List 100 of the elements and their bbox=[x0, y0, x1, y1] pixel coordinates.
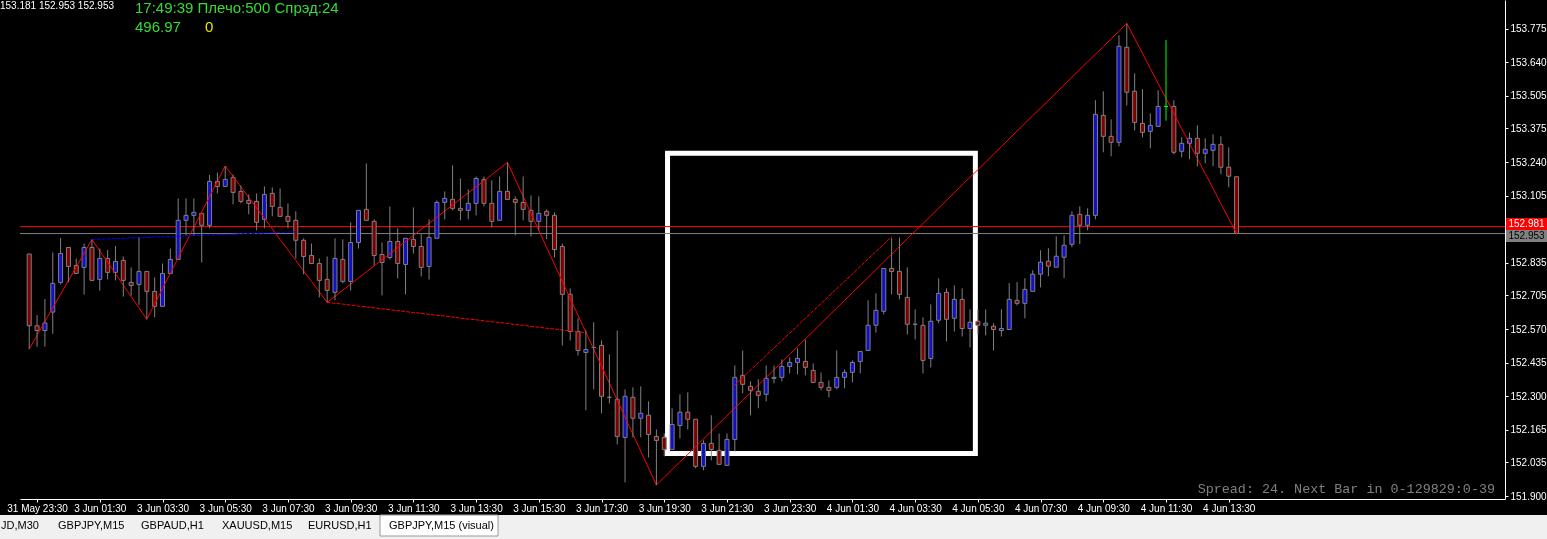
candlestick bbox=[26, 253, 32, 350]
text: JD,M30 bbox=[1, 519, 39, 531]
candlestick bbox=[771, 364, 777, 384]
candlestick bbox=[779, 358, 785, 382]
annotation: 17:49:39 Плечо:500 Спрэд:24 bbox=[135, 0, 339, 16]
candlestick bbox=[340, 238, 346, 284]
y-tick-label: 153.105 bbox=[1510, 190, 1547, 202]
x-tick-label: 3 Jun 09:30 bbox=[325, 502, 378, 514]
candlestick bbox=[403, 237, 409, 295]
candlestick bbox=[301, 237, 307, 275]
candlestick bbox=[614, 330, 620, 445]
candlestick bbox=[42, 298, 48, 348]
candlestick bbox=[724, 432, 730, 466]
y-tick-label: 152.570 bbox=[1510, 323, 1547, 335]
x-tick-label: 4 Jun 07:30 bbox=[1014, 502, 1068, 514]
text: EURUSD,H1 bbox=[308, 519, 372, 531]
candlestick bbox=[1014, 281, 1020, 306]
candlestick bbox=[991, 322, 997, 351]
candlestick bbox=[818, 371, 824, 391]
candlestick bbox=[112, 245, 118, 281]
y-tick-label: 152.035 bbox=[1510, 456, 1547, 468]
candlestick bbox=[332, 237, 338, 301]
candlestick bbox=[1085, 207, 1091, 231]
candlestick bbox=[559, 243, 565, 346]
candlestick bbox=[677, 393, 683, 439]
x-tick-label: 3 Jun 21:30 bbox=[701, 502, 755, 514]
candlestick bbox=[1218, 135, 1224, 175]
candlestick bbox=[1226, 146, 1232, 188]
candlestick bbox=[316, 257, 322, 298]
candlestick bbox=[951, 284, 957, 332]
x-tick-label: 3 Jun 07:30 bbox=[262, 502, 316, 514]
x-tick-label: 31 May 23:30 bbox=[7, 502, 69, 514]
x-tick-label: 3 Jun 01:30 bbox=[74, 502, 127, 514]
candlestick bbox=[536, 195, 542, 231]
candlestick bbox=[755, 378, 761, 409]
x-tick-label: 4 Jun 01:30 bbox=[826, 502, 880, 514]
candlestick bbox=[1038, 249, 1044, 288]
x-tick-label: 3 Jun 13:30 bbox=[450, 502, 504, 514]
candlestick bbox=[457, 177, 463, 221]
candlestick bbox=[810, 362, 816, 383]
ref-line-label: 152.953 bbox=[1508, 230, 1546, 242]
candlestick bbox=[222, 165, 228, 187]
candlestick bbox=[120, 255, 126, 298]
candlestick bbox=[622, 388, 628, 483]
candlestick bbox=[504, 162, 510, 200]
candlestick bbox=[379, 242, 385, 296]
candlestick bbox=[646, 400, 652, 458]
x-tick-label: 4 Jun 09:30 bbox=[1077, 502, 1131, 514]
candlestick bbox=[58, 237, 64, 285]
candlestick bbox=[1155, 89, 1161, 127]
x-tick-label: 3 Jun 17:30 bbox=[575, 502, 629, 514]
candlestick bbox=[363, 163, 369, 221]
candlestick bbox=[873, 292, 879, 333]
candlestick bbox=[904, 266, 910, 335]
candlestick bbox=[1108, 118, 1114, 157]
candlestick bbox=[230, 173, 236, 205]
candlestick bbox=[763, 364, 769, 402]
candlestick bbox=[928, 303, 934, 368]
candlestick bbox=[881, 267, 887, 315]
candlestick bbox=[661, 432, 667, 457]
candlestick bbox=[1022, 277, 1028, 319]
candlestick bbox=[128, 266, 134, 297]
candlestick bbox=[575, 317, 581, 356]
candlestick bbox=[849, 359, 855, 383]
candlestick bbox=[669, 407, 675, 450]
candlestick bbox=[254, 192, 260, 231]
candlestick bbox=[1045, 247, 1051, 277]
annotation: 496.97 bbox=[135, 18, 181, 35]
candlestick bbox=[246, 193, 252, 215]
candlestick bbox=[748, 380, 753, 416]
candlestick bbox=[1100, 90, 1106, 153]
candlestick bbox=[238, 184, 244, 204]
candlestick bbox=[716, 432, 722, 465]
candlestick bbox=[1124, 22, 1130, 106]
candlestick bbox=[826, 379, 832, 398]
candlestick bbox=[1139, 88, 1145, 138]
candlestick bbox=[65, 247, 71, 283]
candlestick bbox=[802, 338, 808, 376]
candlestick bbox=[277, 187, 283, 217]
candlestick bbox=[975, 308, 981, 335]
candlestick bbox=[34, 314, 40, 348]
candlestick bbox=[842, 368, 848, 389]
candlestick bbox=[1030, 269, 1036, 292]
y-tick-label: 152.835 bbox=[1510, 257, 1547, 269]
y-tick-label: 153.640 bbox=[1510, 56, 1547, 68]
candlestick bbox=[1202, 137, 1208, 164]
candlestick bbox=[1053, 235, 1059, 268]
x-tick-label: 4 Jun 05:30 bbox=[952, 502, 1005, 514]
candlestick bbox=[324, 255, 330, 303]
candlestick bbox=[473, 175, 479, 216]
candlestick bbox=[465, 188, 471, 220]
text: GBPJPY,M15 (visual) bbox=[389, 519, 494, 531]
candlestick bbox=[308, 243, 314, 264]
y-tick-label: 152.300 bbox=[1510, 390, 1547, 402]
x-tick-label: 3 Jun 05:30 bbox=[199, 502, 253, 514]
text: GBPJPY,M15 bbox=[58, 519, 125, 531]
annotation: Spread: 24. Next Bar in 0-129829:0-39 bbox=[1197, 482, 1495, 497]
candlestick bbox=[967, 308, 973, 348]
candlestick bbox=[983, 308, 989, 336]
candlestick bbox=[920, 316, 926, 374]
